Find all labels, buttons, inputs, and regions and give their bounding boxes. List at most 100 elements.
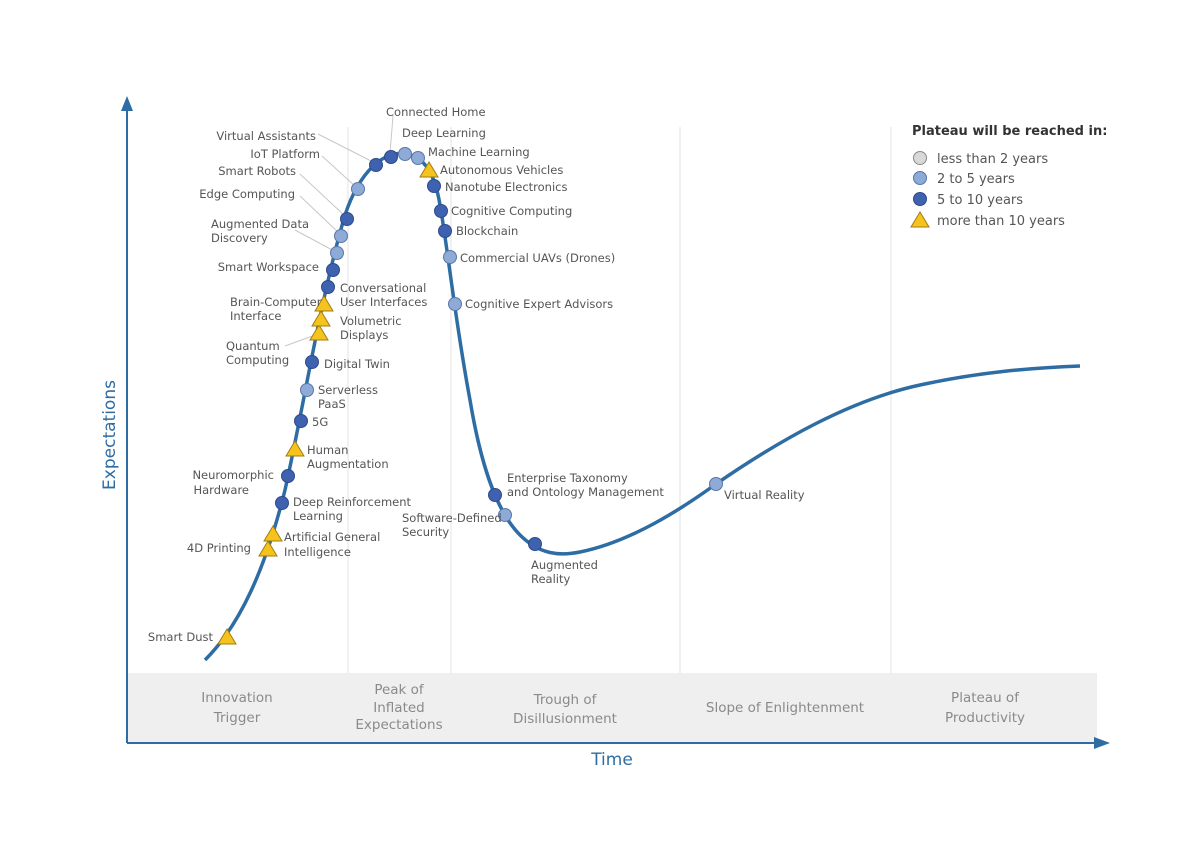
label-serverless-2: PaaS [318,397,346,411]
label-virtual-reality: Virtual Reality [724,488,805,502]
marker-deep-learning[interactable] [398,147,412,161]
marker-digital-twin[interactable] [305,355,319,369]
label-add-2: Discovery [211,231,268,245]
phase-label-plateau-2: Productivity [945,710,1025,726]
label-deep-learning: Deep Learning [402,126,486,140]
y-axis-arrow-icon [121,96,133,111]
marker-connected-home[interactable] [384,150,398,164]
marker-cognitive-computing[interactable] [434,204,448,218]
phase-label-trough-2: Disillusionment [513,711,617,727]
marker-nanotube[interactable] [427,179,441,193]
marker-iot-platform[interactable] [351,182,365,196]
label-cognitive-computing: Cognitive Computing [451,204,572,218]
marker-blockchain[interactable] [438,224,452,238]
label-sds-1: Software-Defined [402,511,502,525]
x-axis-arrow-icon [1094,737,1110,749]
marker-agi[interactable] [263,525,283,542]
label-nanotube: Nanotube Electronics [445,180,567,194]
marker-quantum-computing[interactable] [309,324,329,341]
phase-label-peak-2: Inflated [373,700,424,716]
marker-drl[interactable] [275,496,289,510]
markers [217,147,723,645]
marker-smart-workspace[interactable] [326,263,340,277]
label-quantum-2: Computing [226,353,289,367]
label-eto-1: Enterprise Taxonomy [507,471,628,485]
marker-volumetric-displays[interactable] [311,310,331,327]
marker-machine-learning[interactable] [411,151,425,165]
label-5g: 5G [312,415,328,429]
label-digital-twin: Digital Twin [324,357,390,371]
label-quantum-1: Quantum [226,339,280,353]
label-ar-2: Reality [531,572,570,586]
label-connected-home: Connected Home [386,105,486,119]
legend-2to5-label: 2 to 5 years [937,172,1015,187]
marker-cui[interactable] [321,280,335,294]
x-axis-title: Time [590,750,633,770]
label-agi-2: Intelligence [284,545,351,559]
marker-eto[interactable] [488,488,502,502]
legend-lt2-icon [913,151,927,165]
legend-2to5-icon [913,171,927,185]
phase-label-peak-1: Peak of [374,682,425,698]
marker-5g[interactable] [294,414,308,428]
label-add-1: Augmented Data [211,217,309,231]
phase-label-plateau-1: Plateau of [951,690,1020,706]
marker-neuromorphic[interactable] [281,469,295,483]
marker-autonomous-vehicles[interactable] [419,161,439,178]
label-human-augmentation-1: Human [307,443,348,457]
legend: Plateau will be reached in: less than 2 … [910,124,1107,229]
marker-uav[interactable] [443,250,457,264]
marker-virtual-assistants[interactable] [369,158,383,172]
phase-band [127,673,1097,743]
label-drl-1: Deep Reinforcement [293,495,412,509]
label-edge-computing: Edge Computing [199,187,295,201]
label-agi-1: Artificial General [284,530,380,544]
label-blockchain: Blockchain [456,224,518,238]
marker-smart-dust[interactable] [217,628,237,645]
label-virtual-assistants: Virtual Assistants [216,129,316,143]
phase-label-peak-3: Expectations [355,717,442,733]
marker-smart-robots[interactable] [340,212,354,226]
phase-label-innovation-2: Trigger [213,710,261,726]
label-machine-learning: Machine Learning [428,145,530,159]
label-smart-workspace: Smart Workspace [218,260,319,274]
label-neuromorphic-2: Hardware [193,483,249,497]
marker-virtual-reality[interactable] [709,477,723,491]
legend-lt2-label: less than 2 years [937,152,1048,167]
legend-title: Plateau will be reached in: [912,124,1107,139]
label-cea: Cognitive Expert Advisors [465,297,613,311]
label-volumetric-2: Displays [340,328,388,342]
marker-augmented-reality[interactable] [528,537,542,551]
marker-augmented-data-discovery[interactable] [330,246,344,260]
phase-label-innovation-1: Innovation [201,690,272,706]
marker-serverless[interactable] [300,383,314,397]
label-4d-printing: 4D Printing [187,541,251,555]
phase-label-slope: Slope of Enlightenment [706,700,864,716]
label-bci-1: Brain-Computer [230,295,322,309]
label-ar-1: Augmented [531,558,598,572]
legend-gt10-label: more than 10 years [937,214,1065,229]
label-serverless-1: Serverless [318,383,378,397]
label-sds-2: Security [402,525,449,539]
label-bci-2: Interface [230,309,282,323]
marker-sds[interactable] [498,508,512,522]
legend-5to10-label: 5 to 10 years [937,193,1023,208]
y-axis-title: Expectations [100,380,120,490]
label-iot-platform: IoT Platform [250,147,320,161]
legend-gt10-icon [910,211,930,228]
label-cui-2: User Interfaces [340,295,427,309]
label-volumetric-1: Volumetric [340,314,402,328]
label-drl-2: Learning [293,509,343,523]
label-human-augmentation-2: Augmentation [307,457,389,471]
marker-4d-printing[interactable] [258,540,278,557]
label-smart-dust: Smart Dust [148,630,214,644]
marker-human-augmentation[interactable] [285,440,305,457]
marker-cea[interactable] [448,297,462,311]
label-neuromorphic-1: Neuromorphic [192,468,274,482]
marker-edge-computing[interactable] [334,229,348,243]
label-cui-1: Conversational [340,281,426,295]
point-labels: Smart Dust 4D Printing Artificial Genera… [148,105,805,644]
marker-bci[interactable] [314,295,334,312]
phase-label-trough-1: Trough of [533,692,598,708]
